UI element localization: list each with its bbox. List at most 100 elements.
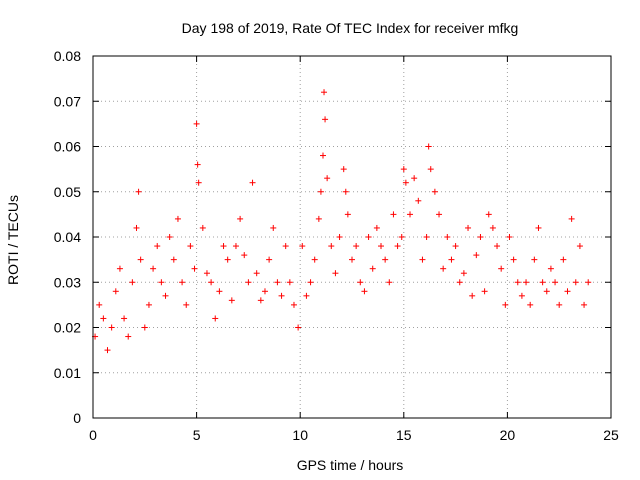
data-point bbox=[427, 166, 434, 173]
data-point bbox=[440, 265, 447, 272]
data-point bbox=[543, 288, 550, 295]
data-point bbox=[585, 279, 592, 286]
data-point bbox=[477, 234, 484, 240]
data-point bbox=[270, 224, 277, 231]
data-point bbox=[129, 279, 136, 286]
data-point bbox=[112, 288, 119, 295]
data-point bbox=[183, 301, 190, 308]
data-point bbox=[527, 301, 534, 308]
data-point bbox=[245, 279, 252, 286]
data-point bbox=[506, 234, 513, 240]
data-point bbox=[317, 188, 324, 195]
data-point bbox=[315, 215, 322, 222]
data-point bbox=[193, 120, 200, 127]
data-point bbox=[411, 175, 418, 182]
data-point bbox=[108, 324, 115, 331]
data-point bbox=[104, 347, 111, 354]
data-point bbox=[552, 279, 559, 286]
data-point bbox=[116, 265, 123, 272]
data-point bbox=[398, 234, 405, 240]
data-point bbox=[319, 152, 326, 159]
data-point bbox=[191, 265, 198, 272]
x-tick-label: 25 bbox=[603, 427, 619, 443]
data-point bbox=[448, 256, 455, 263]
data-point bbox=[485, 211, 492, 218]
data-point bbox=[220, 243, 227, 250]
data-point bbox=[564, 288, 571, 295]
data-point bbox=[382, 256, 389, 263]
y-tick-label: 0.01 bbox=[54, 365, 81, 381]
data-point bbox=[208, 279, 215, 286]
data-point bbox=[216, 288, 223, 295]
data-point bbox=[431, 188, 438, 195]
x-tick-label: 5 bbox=[193, 427, 201, 443]
data-point bbox=[253, 270, 260, 277]
y-tick-label: 0.04 bbox=[54, 229, 81, 245]
data-point bbox=[332, 270, 339, 277]
data-point bbox=[386, 279, 393, 286]
y-tick-label: 0.02 bbox=[54, 320, 81, 336]
data-point bbox=[494, 243, 501, 250]
data-point bbox=[96, 301, 103, 308]
y-tick-label: 0.06 bbox=[54, 139, 81, 155]
y-axis-label: ROTI / TECUs bbox=[5, 195, 21, 285]
data-point bbox=[303, 292, 310, 299]
data-point bbox=[228, 297, 235, 304]
data-point bbox=[133, 224, 140, 231]
data-point bbox=[581, 301, 588, 308]
data-point bbox=[199, 224, 206, 231]
data-point bbox=[154, 243, 161, 250]
data-point bbox=[369, 265, 376, 272]
data-point bbox=[556, 301, 563, 308]
data-point bbox=[357, 279, 364, 286]
data-point bbox=[576, 243, 583, 250]
data-point bbox=[282, 243, 289, 250]
data-point bbox=[456, 279, 463, 286]
data-point bbox=[290, 301, 297, 308]
data-point bbox=[295, 324, 302, 331]
data-point bbox=[547, 265, 554, 272]
y-tick-label: 0.07 bbox=[54, 93, 81, 109]
data-point bbox=[170, 256, 177, 263]
data-point bbox=[460, 270, 467, 277]
data-point bbox=[158, 279, 165, 286]
data-points bbox=[92, 89, 592, 354]
data-point bbox=[141, 324, 148, 331]
data-point bbox=[419, 256, 426, 263]
data-point bbox=[150, 265, 157, 272]
data-point bbox=[162, 292, 169, 299]
data-point bbox=[321, 89, 328, 96]
data-point bbox=[311, 256, 318, 263]
data-point bbox=[353, 243, 360, 250]
data-point bbox=[194, 161, 201, 168]
data-point bbox=[278, 292, 285, 299]
data-point bbox=[135, 188, 142, 195]
data-point bbox=[373, 224, 380, 231]
data-point bbox=[365, 234, 372, 240]
data-point bbox=[535, 224, 542, 231]
data-point bbox=[179, 279, 186, 286]
data-point bbox=[518, 292, 525, 299]
data-point bbox=[531, 256, 538, 263]
y-tick-label: 0.03 bbox=[54, 274, 81, 290]
data-point bbox=[137, 256, 144, 263]
data-point bbox=[502, 301, 509, 308]
data-point bbox=[261, 288, 268, 295]
data-point bbox=[249, 179, 256, 186]
data-point bbox=[361, 288, 368, 295]
data-point bbox=[473, 252, 480, 259]
y-tick-label: 0.08 bbox=[54, 48, 81, 64]
data-point bbox=[266, 256, 273, 263]
data-point bbox=[203, 270, 210, 277]
data-point bbox=[241, 252, 248, 259]
data-point bbox=[349, 256, 355, 263]
data-point bbox=[514, 279, 521, 286]
data-point bbox=[400, 166, 407, 173]
data-point bbox=[125, 333, 132, 340]
data-point bbox=[452, 243, 459, 250]
data-point bbox=[378, 243, 385, 250]
data-point bbox=[444, 234, 451, 240]
data-point bbox=[344, 211, 351, 218]
data-point bbox=[286, 279, 293, 286]
